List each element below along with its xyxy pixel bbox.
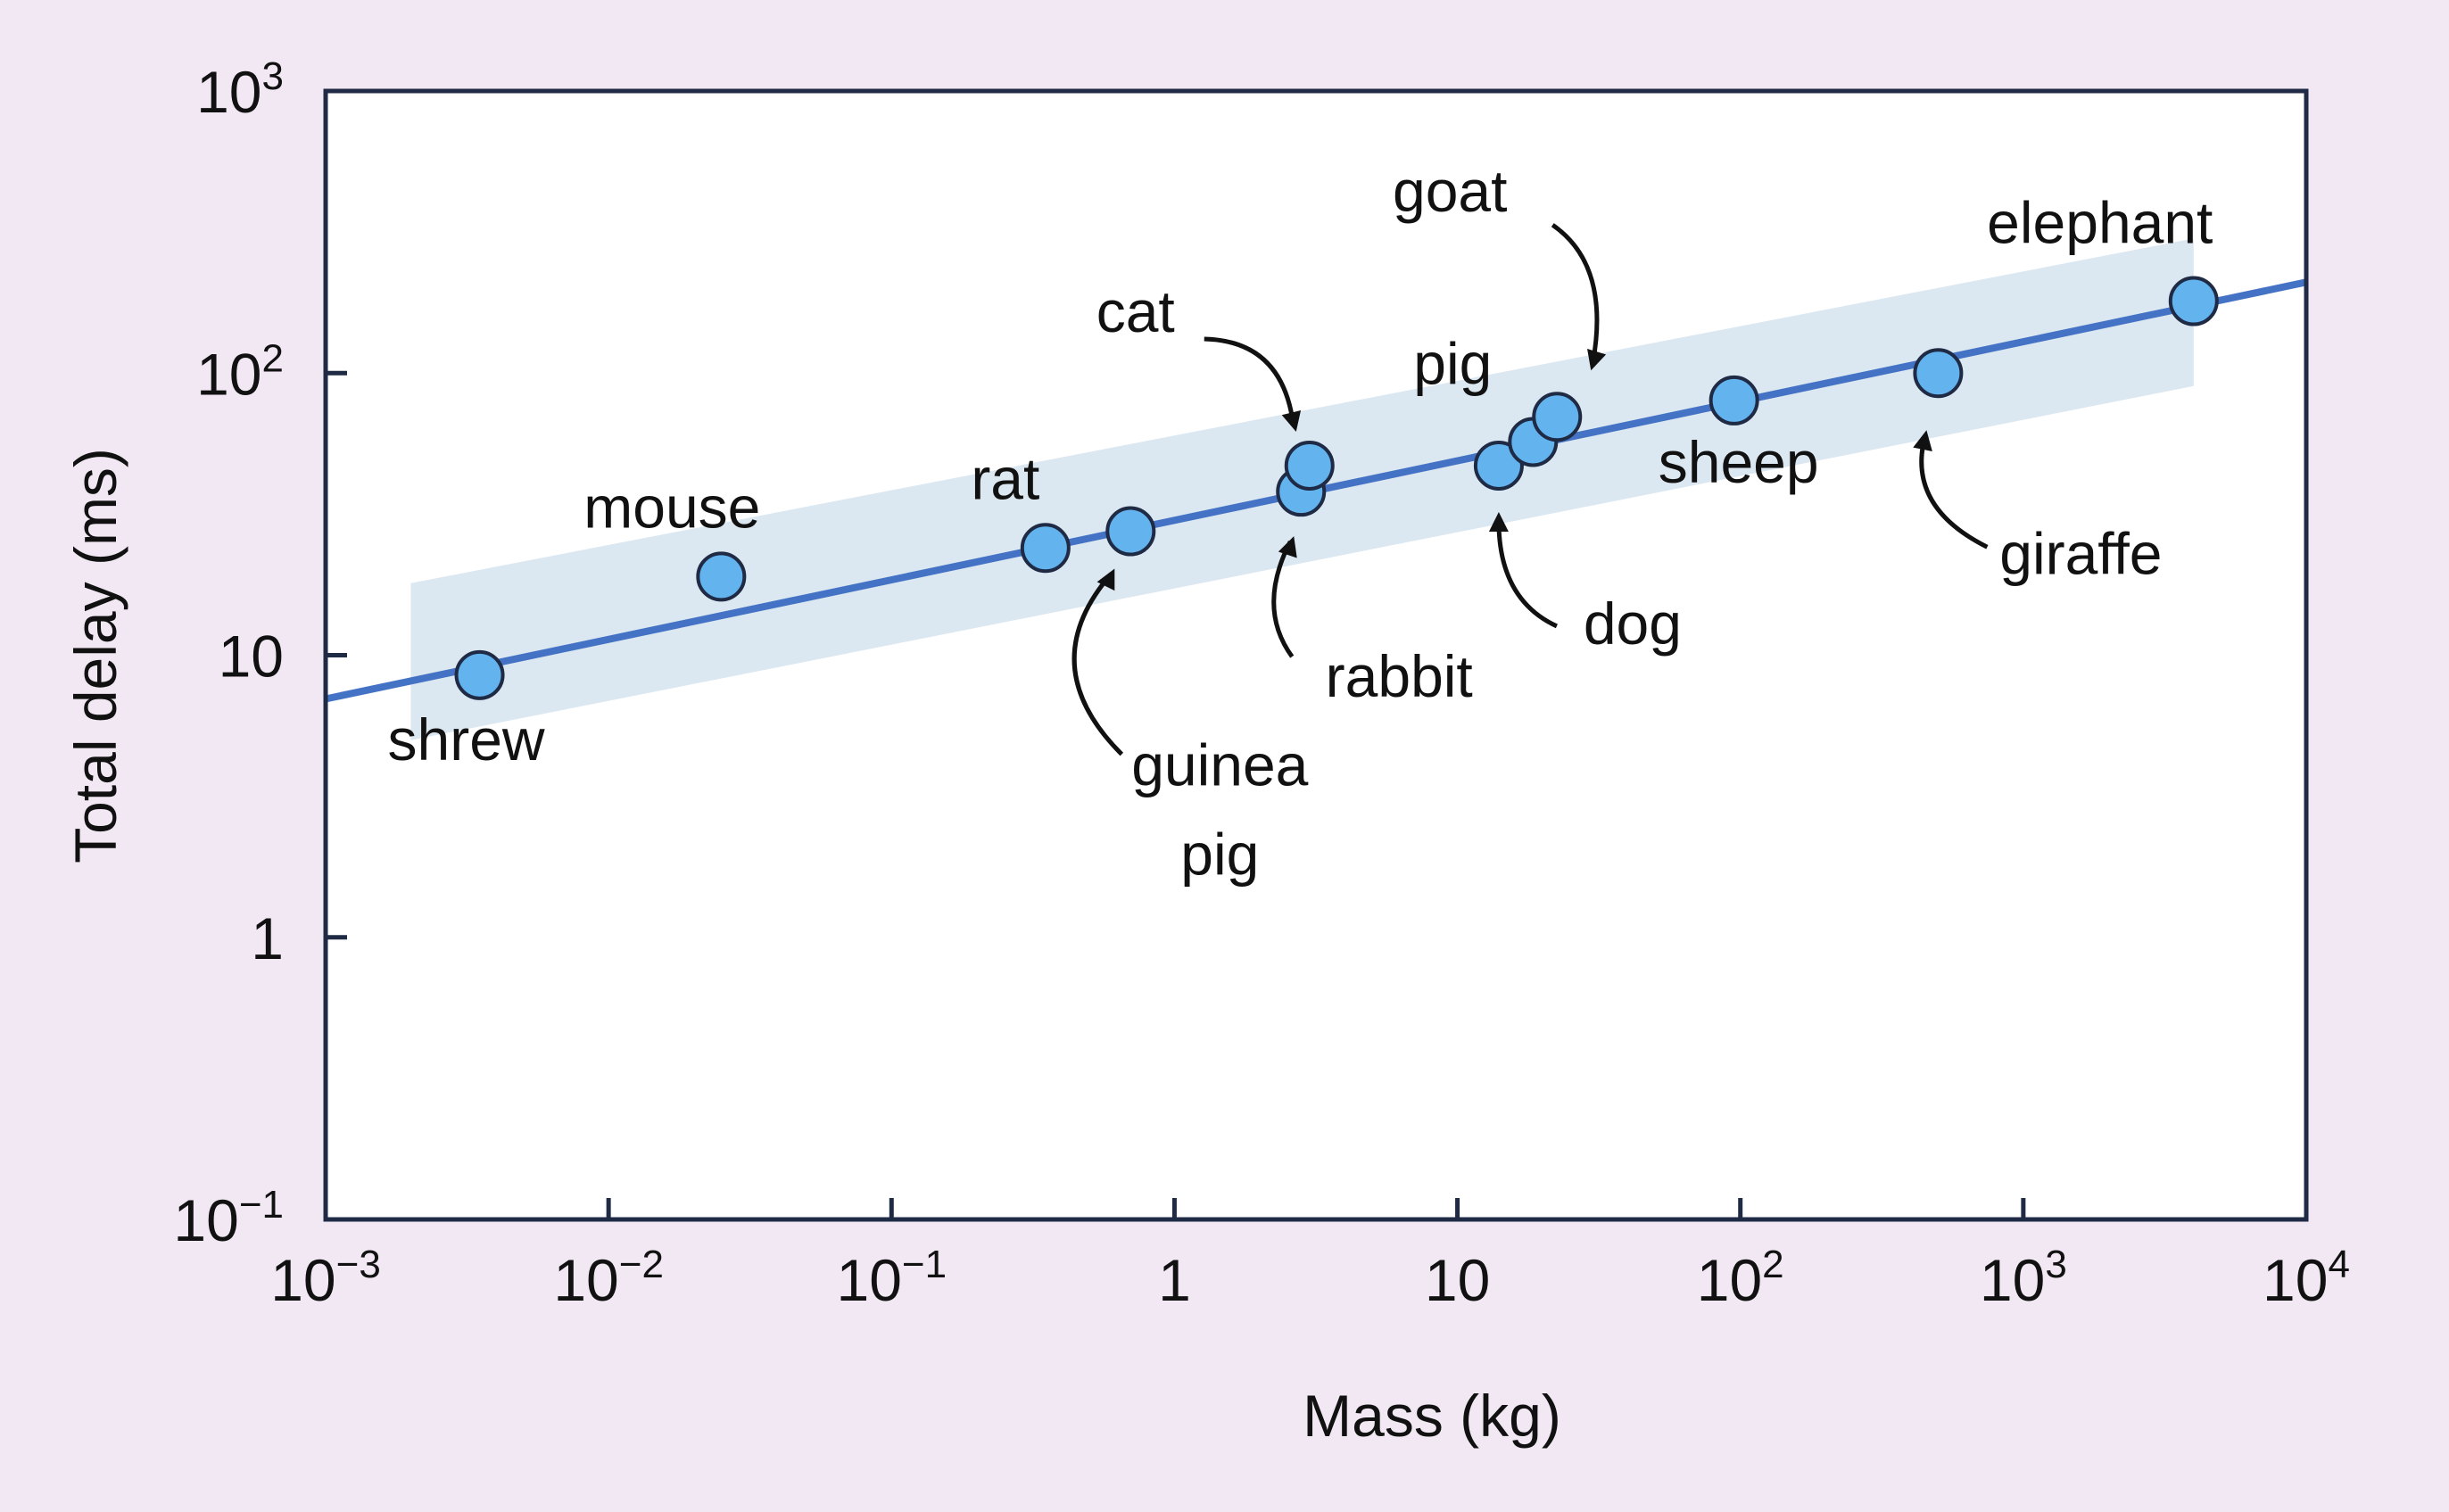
x-axis-label: Mass (kg) [1303, 1383, 1561, 1449]
label-elephant: elephant [1987, 190, 2213, 256]
label-giraffe: giraffe [1999, 520, 2162, 586]
y-axis-label: Total delay (ms) [62, 448, 128, 863]
point-sheep [1709, 375, 1759, 426]
point-cat [1284, 440, 1335, 491]
label-mouse: mouse [583, 474, 760, 540]
label-goat: goat [1393, 158, 1507, 224]
x-tick-label: 103 [1980, 1243, 2067, 1313]
label-shrew: shrew [388, 706, 545, 773]
y-tick-label: 10−1 [173, 1183, 284, 1253]
x-tick-label: 10−3 [270, 1243, 381, 1313]
arrow-rabbit [1271, 536, 1297, 658]
x-tick-label: 10−2 [553, 1243, 664, 1313]
arrow-dog [1488, 511, 1558, 629]
x-tick-label: 104 [2263, 1243, 2350, 1313]
y-tick-label: 103 [196, 54, 284, 125]
label-guinea-pig: pig [1180, 822, 1259, 888]
label-sheep: sheep [1659, 429, 1819, 495]
point-dog [1473, 440, 1524, 491]
x-tick-label: 102 [1697, 1243, 1784, 1313]
point-labels: shrew mouse rat guinea pig rabbit cat dog pig goa… [388, 158, 2213, 887]
x-tick-label: 1 [1158, 1247, 1191, 1313]
arrow-giraffe [1913, 430, 1989, 549]
arrow-cat [1204, 336, 1302, 432]
x-tick-label: 10−1 [836, 1243, 947, 1313]
arrow-guinea-pig [1071, 568, 1124, 756]
label-pig: pig [1413, 330, 1492, 396]
point-mouse [696, 551, 747, 602]
label-dog: dog [1584, 591, 1682, 657]
point-elephant [2168, 276, 2219, 326]
arrow-goat [1551, 223, 1607, 371]
point-shrew [454, 649, 505, 700]
y-tick-label: 102 [196, 336, 284, 407]
annotation-arrows [1071, 223, 1989, 756]
label-guinea-pig: guinea [1131, 732, 1308, 798]
label-cat: cat [1096, 278, 1175, 344]
y-tick-label: 10 [219, 624, 284, 690]
point-giraffe [1913, 348, 1964, 399]
label-rat: rat [971, 445, 1039, 511]
point-guinea-pig [1105, 506, 1156, 557]
data-points [454, 276, 2219, 700]
point-goat [1532, 392, 1583, 442]
point-rat [1020, 523, 1071, 574]
x-tick-label: 10 [1425, 1247, 1490, 1313]
y-ticks: 10−1 1 10 102 103 [173, 54, 347, 1253]
y-tick-label: 1 [251, 905, 284, 971]
label-rabbit: rabbit [1326, 643, 1473, 709]
x-ticks: 10−3 10−2 10−1 1 10 102 103 104 [270, 1198, 2350, 1313]
